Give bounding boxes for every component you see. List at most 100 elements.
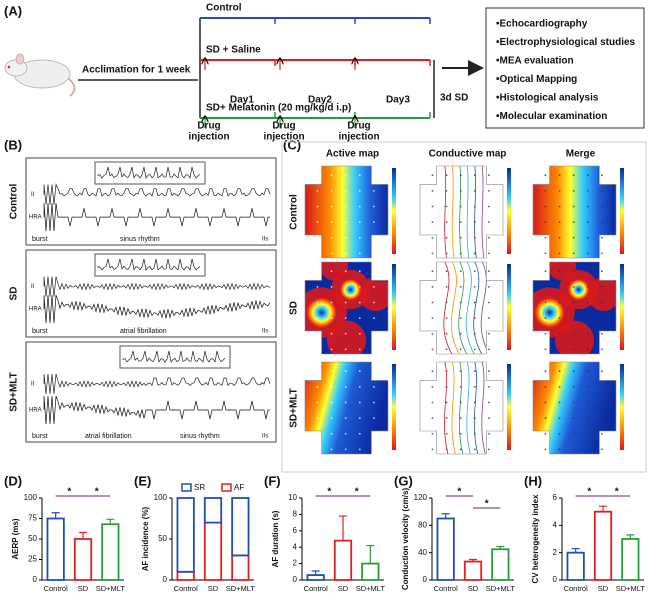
electrode: [358, 301, 361, 304]
bar-segment: [176, 497, 195, 573]
color-bar: [392, 364, 396, 450]
error-bar: [496, 545, 505, 550]
error-bar: [626, 534, 635, 539]
electrode: [372, 174, 375, 177]
electrode: [431, 417, 434, 420]
map-outline: [532, 165, 617, 259]
electrode: [431, 252, 434, 255]
electrode: [316, 401, 319, 404]
map-outline: [419, 165, 504, 259]
electrode: [358, 332, 361, 335]
x-tick-label: SD+MLT: [486, 584, 516, 593]
electrode: [473, 317, 476, 320]
x-tick-label: Control: [44, 584, 69, 593]
y-tick-label: 8: [293, 510, 298, 519]
electrode: [344, 348, 347, 351]
isochrone: [459, 166, 462, 258]
electrode: [600, 401, 603, 404]
electrode: [544, 317, 547, 320]
isochrone: [465, 262, 475, 354]
electrode: [316, 332, 319, 335]
error-bar: [571, 547, 580, 553]
map-blob: [358, 277, 388, 312]
electrode: [445, 432, 448, 435]
map: [305, 362, 388, 454]
map-bg: [305, 362, 388, 454]
label: 3d SD: [440, 93, 468, 104]
map-blob: [305, 296, 338, 329]
electrode: [473, 385, 476, 388]
electrode: [316, 221, 319, 224]
electrode: [572, 317, 575, 320]
electrode: [316, 285, 319, 288]
electrode: [572, 370, 575, 373]
electrode: [600, 432, 603, 435]
rhythm-label: sinus rhythm: [180, 433, 220, 440]
electrode: [445, 285, 448, 288]
ecg-row: Control II HRA burst sinus rhythm IIs: [9, 157, 277, 246]
electrode: [572, 348, 575, 351]
electrode: [572, 285, 575, 288]
isochrone: [451, 166, 455, 258]
electrode: [372, 252, 375, 255]
error-bar: [469, 558, 477, 562]
electrode: [358, 236, 361, 239]
electrode: [572, 221, 575, 224]
map-blob: [567, 278, 590, 301]
electrode: [358, 417, 361, 420]
significance-label: *: [485, 499, 489, 510]
electrode: [330, 385, 333, 388]
isochrone: [444, 362, 449, 454]
label: (F): [264, 473, 281, 488]
electrode: [487, 417, 490, 420]
map-outline: [304, 261, 389, 355]
map-outline: [304, 165, 389, 259]
electrode: [544, 221, 547, 224]
electrode: [544, 401, 547, 404]
electrode: [330, 348, 333, 351]
map: [420, 262, 503, 354]
electrode: [445, 301, 448, 304]
electrode: [330, 174, 333, 177]
electrode: [586, 301, 589, 304]
electrode: [473, 174, 476, 177]
electrode: [586, 236, 589, 239]
isochrone: [458, 362, 464, 454]
electrode: [330, 252, 333, 255]
electrode: [572, 205, 575, 208]
color-bar: [392, 264, 396, 350]
electrode: [316, 301, 319, 304]
electrode: [372, 401, 375, 404]
map: [533, 262, 616, 354]
electrode: [445, 332, 448, 335]
x-tick-label: Control: [434, 584, 459, 593]
color-bar: [507, 264, 511, 350]
electrode: [572, 301, 575, 304]
electrode: [459, 270, 462, 273]
label: Drug: [347, 121, 370, 132]
electrode: [344, 332, 347, 335]
label: Control: [289, 194, 300, 230]
y-axis-label: AF incidence (%): [141, 506, 150, 571]
y-axis-label: AF duration (s): [271, 510, 280, 567]
electrode: [586, 348, 589, 351]
significance-label: *: [327, 487, 331, 498]
electrode: [459, 401, 462, 404]
electrode: [344, 385, 347, 388]
electrode: [459, 221, 462, 224]
bar: [306, 574, 325, 581]
electrode: [316, 205, 319, 208]
bar-segment: [203, 521, 223, 581]
electrode: [572, 432, 575, 435]
electrode: [316, 317, 319, 320]
y-axis-label: AERP (ms): [11, 518, 20, 560]
label: •Molecular examination: [496, 111, 607, 122]
row-label: Control: [9, 184, 20, 220]
y-tick-label: 4: [293, 542, 298, 551]
electrode: [586, 370, 589, 373]
y-tick-label: 6: [293, 526, 298, 535]
electrode: [372, 301, 375, 304]
electrode: [344, 236, 347, 239]
label: injection: [338, 132, 379, 143]
electrode: [473, 252, 476, 255]
